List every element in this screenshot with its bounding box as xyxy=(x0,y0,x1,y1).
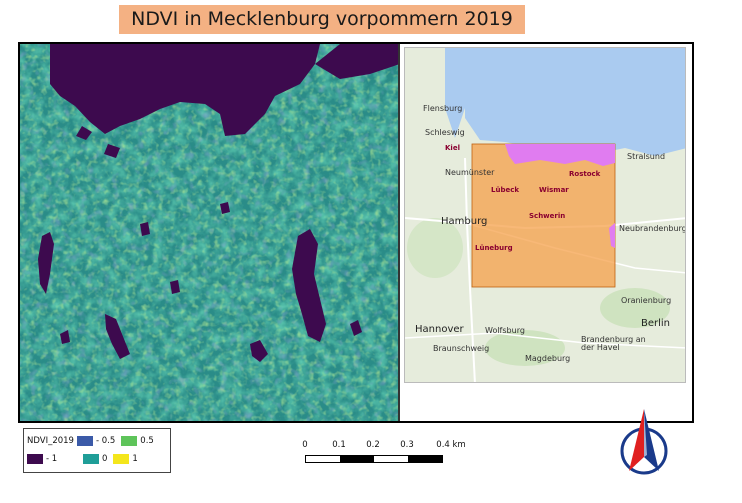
scale-tick-label: 0.4 km xyxy=(436,440,466,450)
city-label-schwerin: Schwerin xyxy=(529,212,566,220)
city-label-stralsund: Stralsund xyxy=(627,152,666,161)
scale-bar-segments xyxy=(305,455,443,463)
legend-swatch xyxy=(27,454,43,464)
city-label-hamburg: Hamburg xyxy=(441,216,488,227)
scale-tick-label: 0.1 xyxy=(332,440,346,450)
sea xyxy=(445,48,465,138)
city-label-berlin: Berlin xyxy=(641,318,671,329)
lake xyxy=(170,280,180,294)
legend-swatch xyxy=(77,436,93,446)
city-label-hannover: Hannover xyxy=(415,324,464,335)
scale-tick-label: 0 xyxy=(302,440,308,450)
lake xyxy=(220,202,230,214)
north-arrow-icon xyxy=(617,407,671,479)
locator-map[interactable]: Flensburg Schleswig Kiel Neumünster Lübe… xyxy=(404,47,686,383)
city-label-wismar: Wismar xyxy=(539,186,569,194)
lagoon xyxy=(76,126,92,140)
city-label-brandenburg: Brandenburg an der Havel xyxy=(581,335,646,352)
scale-tick-label: 0.3 xyxy=(400,440,414,450)
lake xyxy=(60,330,70,344)
city-label-magdeburg: Magdeburg xyxy=(525,354,571,363)
map-frame: Flensburg Schleswig Kiel Neumünster Lübe… xyxy=(18,42,694,423)
locator-map-canvas xyxy=(405,48,685,382)
city-label-lueneburg: Lüneburg xyxy=(475,244,513,252)
legend-swatch xyxy=(121,436,138,446)
lake xyxy=(250,340,268,362)
city-label-flensburg: Flensburg xyxy=(423,104,463,113)
city-label-neumuenster: Neumünster xyxy=(445,168,495,177)
baltic-sea-area xyxy=(50,44,320,136)
legend-label: - 1 xyxy=(46,454,58,464)
lagoon xyxy=(104,144,120,158)
legend-item: - 1 xyxy=(27,454,77,464)
city-label-braunschweig: Braunschweig xyxy=(433,344,490,353)
map-legend: NDVI_2019 - 0.5 0.5 - 1 0 1 xyxy=(23,428,171,473)
legend-label: 1 xyxy=(132,454,138,464)
study-area-sea xyxy=(505,144,615,166)
ndvi-raster-map[interactable] xyxy=(20,44,400,421)
sea xyxy=(465,48,685,156)
scale-bar: 0 0.1 0.2 0.3 0.4 km xyxy=(302,440,475,470)
lake xyxy=(105,314,130,359)
legend-item: 1 xyxy=(113,454,138,464)
baltic-sea-area-east xyxy=(315,44,398,79)
lake xyxy=(140,222,150,236)
lake-mueritz xyxy=(292,229,326,342)
map-title: NDVI in Mecklenburg vorpommern 2019 xyxy=(119,5,525,34)
city-label-kiel: Kiel xyxy=(445,144,460,152)
legend-layer-name: NDVI_2019 xyxy=(27,436,74,446)
lake-schwerin xyxy=(38,232,54,294)
scale-tick-label: 0.2 xyxy=(366,440,380,450)
city-label-oranienburg: Oranienburg xyxy=(621,296,672,305)
legend-swatch xyxy=(83,454,99,464)
legend-label: 0.5 xyxy=(140,436,154,446)
legend-label: - 0.5 xyxy=(96,436,116,446)
city-label-schleswig: Schleswig xyxy=(425,128,465,137)
city-label-luebeck: Lübeck xyxy=(491,186,520,194)
lake xyxy=(350,320,362,336)
legend-swatch xyxy=(113,454,130,464)
ndvi-raster-canvas xyxy=(20,44,398,421)
city-label-neubrandenburg: Neubrandenburg xyxy=(619,224,686,233)
city-label-rostock: Rostock xyxy=(569,170,601,178)
city-label-wolfsburg: Wolfsburg xyxy=(485,326,525,335)
legend-label: 0 xyxy=(102,454,108,464)
legend-item: - 0.5 xyxy=(77,436,115,446)
legend-item: 0.5 xyxy=(121,436,154,446)
legend-item: 0 xyxy=(83,454,107,464)
